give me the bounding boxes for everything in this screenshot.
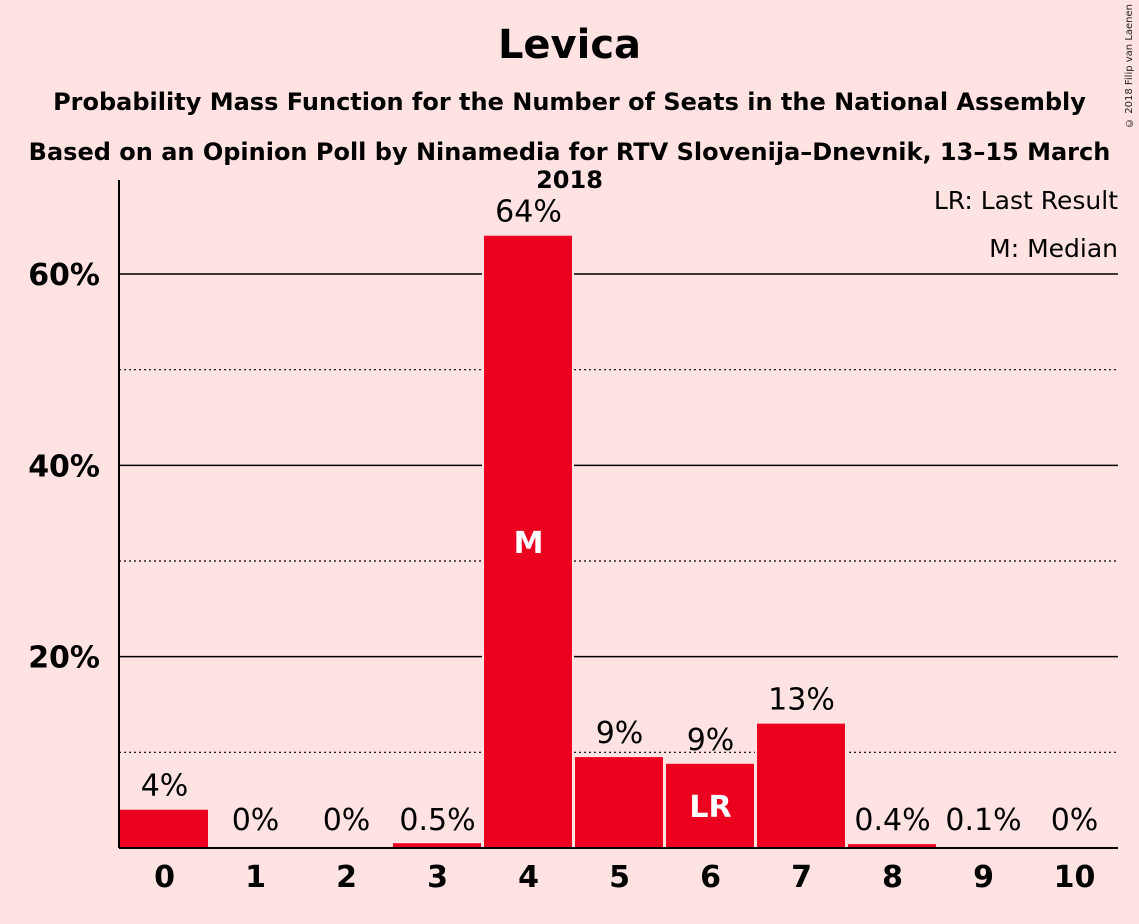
- bar: [666, 763, 754, 848]
- bar: [575, 757, 663, 848]
- bar: [120, 809, 208, 848]
- data-label: 13%: [768, 683, 835, 718]
- x-tick-label: 8: [882, 860, 903, 895]
- data-label: 64%: [495, 195, 562, 230]
- y-tick-label: 20%: [28, 641, 100, 676]
- data-label: 0.5%: [399, 803, 475, 838]
- bar: [848, 844, 936, 848]
- bar: [484, 235, 572, 848]
- x-tick-label: 3: [427, 860, 448, 895]
- data-label: 9%: [596, 716, 644, 751]
- last-result-marker: LR: [689, 790, 731, 825]
- chart-source-note: Based on an Opinion Poll by Ninamedia fo…: [28, 138, 1111, 194]
- x-tick-label: 6: [700, 860, 721, 895]
- data-label: 0%: [232, 803, 280, 838]
- y-tick-label: 60%: [28, 258, 100, 293]
- y-tick-label: 40%: [28, 449, 100, 484]
- median-marker: M: [514, 526, 544, 561]
- bar: [393, 843, 481, 848]
- data-label: 0.4%: [854, 803, 930, 838]
- x-tick-label: 0: [154, 860, 175, 895]
- legend-entry: LR: Last Result: [934, 186, 1118, 215]
- bar-halo: [937, 845, 1029, 848]
- data-label: 9%: [687, 723, 735, 758]
- x-tick-label: 10: [1054, 860, 1096, 895]
- bar: [757, 723, 845, 848]
- data-label: 0.1%: [945, 803, 1021, 838]
- chart-subtitle: Probability Mass Function for the Number…: [53, 88, 1086, 116]
- x-tick-label: 5: [609, 860, 630, 895]
- data-label: 4%: [141, 769, 189, 804]
- x-tick-label: 9: [973, 860, 994, 895]
- legend-entry: M: Median: [989, 234, 1118, 263]
- x-tick-label: 1: [245, 860, 266, 895]
- chart-title: Levica: [497, 22, 642, 68]
- x-tick-label: 4: [518, 860, 539, 895]
- x-tick-label: 7: [791, 860, 812, 895]
- data-label: 0%: [323, 803, 371, 838]
- x-tick-label: 2: [336, 860, 357, 895]
- data-label: 0%: [1051, 803, 1099, 838]
